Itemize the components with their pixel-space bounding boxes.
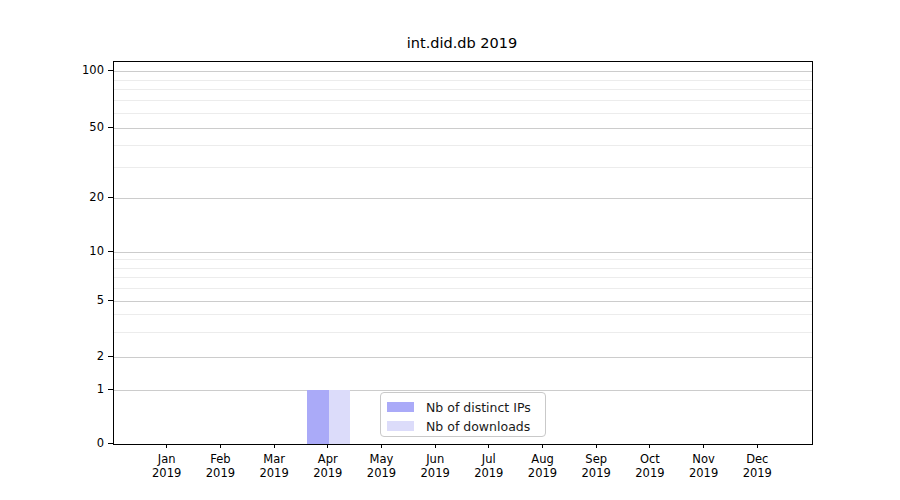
- x-tick-month: Dec: [725, 452, 789, 466]
- minor-gridline-y6: [114, 288, 812, 289]
- minor-gridline-y30: [114, 167, 812, 168]
- x-tick-mark-sep: [596, 444, 597, 448]
- major-gridline-y1: [114, 390, 812, 391]
- major-gridline-y100: [114, 71, 812, 72]
- major-gridline-y5: [114, 301, 812, 302]
- x-tick-mark-jun: [435, 444, 436, 448]
- minor-gridline-y8: [114, 268, 812, 269]
- legend: Nb of distinct IPs Nb of downloads: [380, 392, 546, 437]
- minor-gridline-y4: [114, 314, 812, 315]
- major-gridline-y2: [114, 357, 812, 358]
- y-tick-label-100: 100: [20, 63, 104, 77]
- bar-distinct-ips-apr: [307, 390, 329, 444]
- x-axis: Jan2019Feb2019Mar2019Apr2019May2019Jun20…: [0, 443, 900, 500]
- y-axis-labels: 0125102050100: [20, 61, 104, 443]
- minor-gridline-y70: [114, 100, 812, 101]
- minor-gridline-y3: [114, 332, 812, 333]
- legend-label-distinct-ips: Nb of distinct IPs: [426, 400, 531, 415]
- y-tick-label-5: 5: [20, 293, 104, 307]
- y-tick-label-20: 20: [20, 190, 104, 204]
- minor-gridline-y7: [114, 277, 812, 278]
- x-tick-mark-jul: [488, 444, 489, 448]
- y-tick-label-50: 50: [20, 120, 104, 134]
- chart-title: int.did.db 2019: [113, 35, 811, 53]
- x-tick-mark-nov: [703, 444, 704, 448]
- x-tick-mark-jan: [166, 444, 167, 448]
- x-tick-mark-may: [381, 444, 382, 448]
- minor-gridline-y60: [114, 113, 812, 114]
- x-tick-mark-dec: [757, 444, 758, 448]
- legend-item-downloads: Nb of downloads: [387, 418, 545, 434]
- x-tick-mark-apr: [327, 444, 328, 448]
- y-tick-label-2: 2: [20, 349, 104, 363]
- plot-area: Nb of distinct IPs Nb of downloads: [113, 61, 813, 445]
- bar-downloads-apr: [329, 390, 351, 444]
- legend-label-downloads: Nb of downloads: [426, 419, 530, 434]
- x-tick-mark-oct: [649, 444, 650, 448]
- x-tick-year: 2019: [725, 466, 789, 480]
- x-tick-mark-mar: [274, 444, 275, 448]
- legend-item-distinct-ips: Nb of distinct IPs: [387, 399, 545, 415]
- minor-gridline-y80: [114, 89, 812, 90]
- x-tick-mark-feb: [220, 444, 221, 448]
- major-gridline-y10: [114, 252, 812, 253]
- major-gridline-y20: [114, 198, 812, 199]
- minor-gridline-y90: [114, 80, 812, 81]
- y-tick-label-10: 10: [20, 244, 104, 258]
- y-tick-label-1: 1: [20, 382, 104, 396]
- minor-gridline-y9: [114, 259, 812, 260]
- x-tick-label-dec: Dec2019: [725, 452, 789, 480]
- legend-swatch-downloads: [387, 421, 414, 431]
- legend-swatch-distinct-ips: [387, 402, 414, 412]
- major-gridline-y50: [114, 128, 812, 129]
- minor-gridline-y40: [114, 145, 812, 146]
- figure: int.did.db 2019 0125102050100 Nb of dist…: [0, 0, 900, 500]
- x-tick-mark-aug: [542, 444, 543, 448]
